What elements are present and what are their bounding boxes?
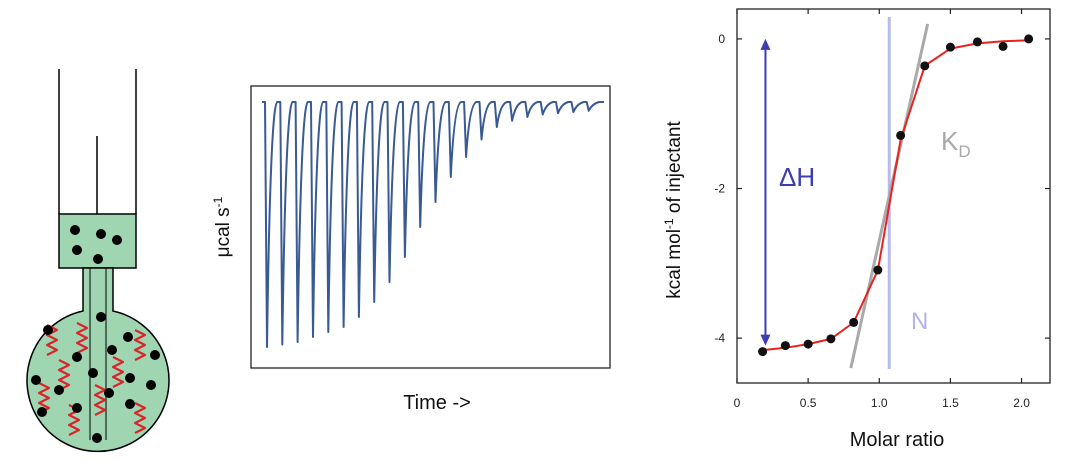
isotherm-marks: [758, 17, 1034, 369]
data-point: [873, 265, 883, 275]
ligand-dot: [96, 312, 106, 322]
macromolecule: [133, 329, 147, 361]
isotherm-ylabel-part1: kcal mol: [664, 229, 685, 299]
kd-label-main: K: [941, 126, 959, 156]
isotherm-ylabel-sup: -1: [662, 218, 676, 229]
sample-cell: [26, 267, 170, 453]
x-tick-label: 1.5: [942, 396, 959, 410]
thermogram-trace: [262, 101, 604, 348]
itc-cell-diagram: [26, 69, 170, 453]
ligand-dot: [72, 352, 82, 362]
ligand-dot: [72, 403, 82, 413]
macromolecule: [37, 382, 51, 414]
thermogram-ylabel: μcal s-1: [211, 196, 234, 257]
data-point: [945, 42, 955, 52]
binding-isotherm-panel: 0 0.5 1.0 1.5 2.0 0 -2 -4 kcal mol-1 of injecta…: [662, 8, 1051, 451]
thermogram-ylabel-sup: -1: [211, 196, 225, 207]
thermogram-ylabel-text: μcal s: [213, 207, 234, 257]
ligand-dot: [146, 380, 156, 390]
x-tick-label: 0.5: [800, 396, 817, 410]
y-tick-label: -2: [714, 182, 725, 196]
ligand-dot: [54, 385, 64, 395]
macromolecule: [75, 322, 89, 354]
ligand-dot: [125, 373, 135, 383]
ligand-dot: [123, 332, 133, 342]
data-point: [920, 61, 930, 71]
isotherm-ticks: 0 0.5 1.0 1.5 2.0 0 -2 -4: [714, 9, 1050, 410]
data-point: [849, 317, 859, 327]
ligand-dot: [112, 235, 122, 245]
injection-needle: [89, 268, 107, 440]
ligand-dot: [31, 375, 41, 385]
macromolecule: [133, 402, 147, 434]
delta-h-arrow-head-top: [760, 38, 771, 50]
y-tick-label: -4: [714, 331, 725, 345]
delta-h-arrow-head-bottom: [760, 334, 771, 346]
isotherm-xlabel: Molar ratio: [850, 429, 944, 451]
macromolecule: [45, 324, 59, 356]
isotherm-ylabel: kcal mol-1 of injectant: [662, 121, 685, 299]
isotherm-ylabel-part2: of injectant: [664, 121, 685, 219]
macromolecule: [111, 356, 125, 388]
macromolecule: [57, 359, 71, 391]
kd-tangent-line: [849, 23, 930, 369]
ligand-dot: [93, 254, 103, 264]
ligand-dot: [72, 245, 82, 255]
x-tick-label: 1.0: [871, 396, 888, 410]
thermogram-xlabel: Time ->: [403, 392, 471, 414]
kd-label: KD: [941, 126, 971, 161]
data-point: [972, 37, 982, 47]
kd-label-sub: D: [958, 142, 970, 161]
data-point: [803, 339, 813, 349]
n-label: N: [911, 308, 928, 335]
delta-h-label: ΔH: [779, 162, 815, 192]
ligand-dot: [43, 325, 53, 335]
syringe-ligands: [70, 225, 122, 264]
ligand-dot: [88, 368, 98, 378]
ligand-dot: [107, 345, 117, 355]
data-point: [998, 41, 1008, 51]
data-point: [1024, 34, 1034, 44]
isotherm-frame: [736, 8, 1051, 384]
thermogram-panel: μcal s-1 Time ->: [211, 85, 611, 414]
data-point: [780, 341, 790, 351]
ligand-dot: [104, 388, 114, 398]
ligand-dot: [96, 229, 106, 239]
cell-ligands: [31, 312, 160, 443]
ligand-dot: [37, 407, 47, 417]
thermogram-frame: [250, 85, 611, 369]
ligand-dot: [70, 225, 80, 235]
ligand-dot: [92, 433, 102, 443]
x-tick-label: 0: [734, 396, 741, 410]
x-tick-label: 2.0: [1013, 396, 1030, 410]
data-point: [896, 130, 906, 140]
ligand-dot: [125, 399, 135, 409]
y-tick-label: 0: [718, 32, 725, 46]
data-point: [758, 347, 768, 357]
ligand-dot: [150, 350, 160, 360]
data-point: [826, 334, 836, 344]
